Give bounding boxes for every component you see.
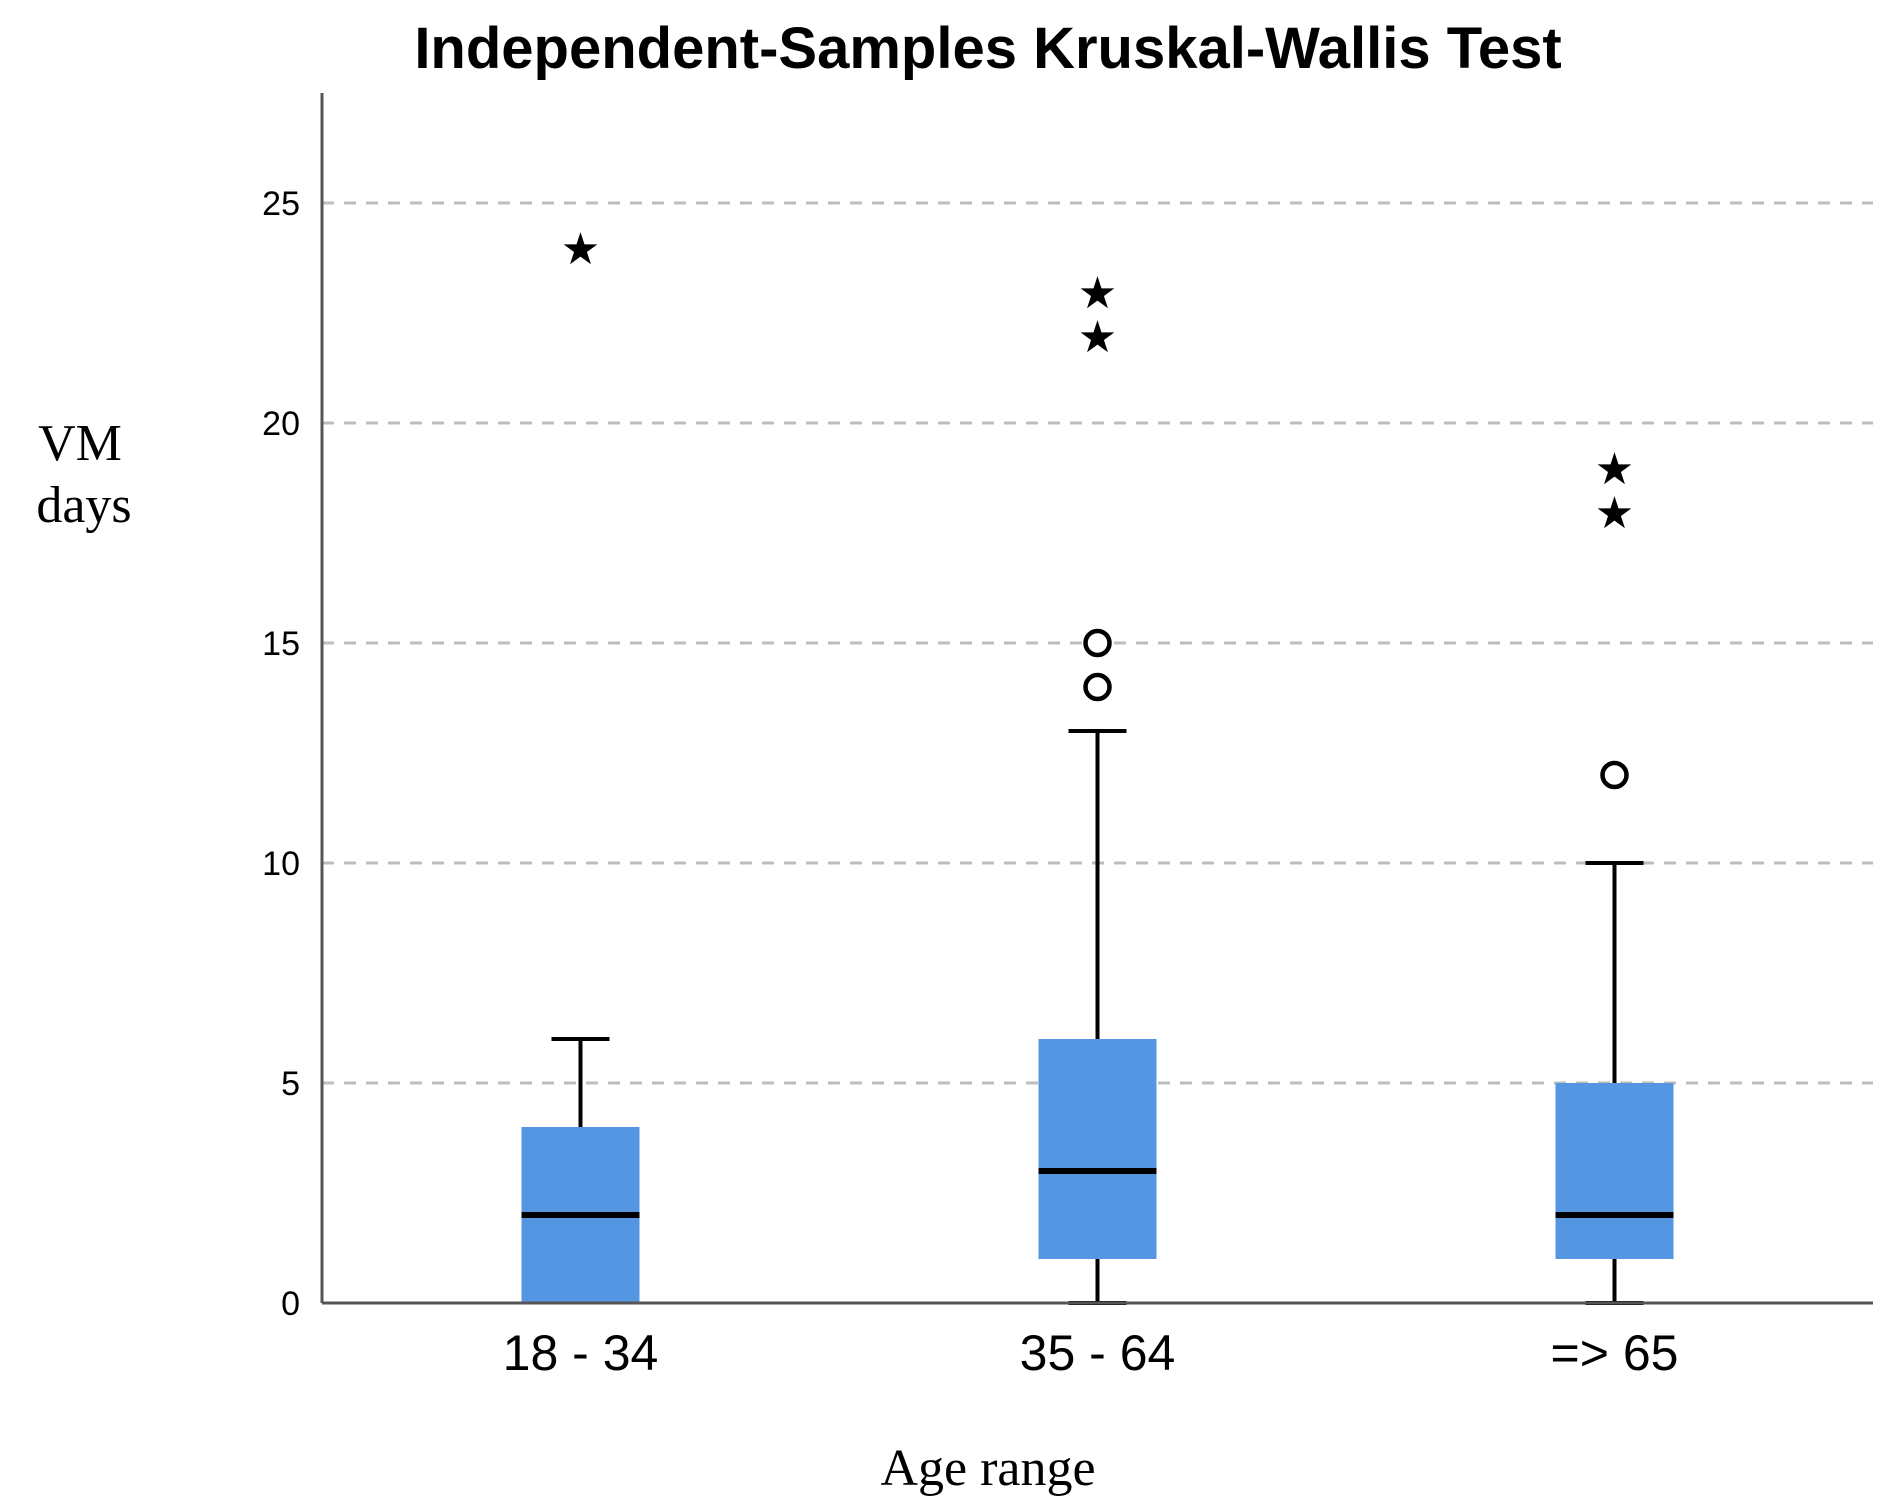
x-tick-label-1: 35 - 64: [1020, 1325, 1176, 1381]
extreme-point: ★: [1595, 444, 1634, 495]
boxes: ★★★★★: [521, 224, 1674, 1305]
x-axis-title: Age range: [880, 1440, 1095, 1497]
y-tick-label-5: 5: [281, 1065, 300, 1103]
y-axis-title-line-2: days: [36, 477, 131, 534]
axes: [320, 93, 1873, 1305]
y-tick-label-25: 25: [262, 185, 300, 223]
y-axis-ticks: 0 5 10 15 20 25: [262, 185, 300, 1323]
box-group-2: ★★: [1555, 444, 1674, 1305]
iqr-box: [1555, 1083, 1674, 1259]
y-tick-label-15: 15: [262, 625, 300, 663]
chart-title: Independent-Samples Kruskal-Wallis Test: [414, 16, 1561, 81]
outlier-point: [1083, 672, 1112, 702]
y-axis-title-line-1: VM: [38, 415, 122, 472]
box-group-0: ★: [521, 224, 640, 1303]
iqr-box: [1038, 1039, 1157, 1259]
extreme-point: ★: [561, 224, 600, 275]
extreme-point: ★: [1078, 268, 1117, 319]
x-tick-label-2: => 65: [1551, 1325, 1679, 1381]
extreme-point: ★: [1595, 488, 1634, 539]
y-tick-label-0: 0: [281, 1285, 300, 1323]
outlier-point: [1600, 760, 1629, 790]
outlier-point: [1083, 628, 1112, 658]
y-tick-label-20: 20: [262, 405, 300, 443]
x-tick-label-0: 18 - 34: [503, 1325, 659, 1381]
y-axis-title: VM days: [36, 415, 131, 534]
extreme-point: ★: [1078, 312, 1117, 363]
y-tick-label-10: 10: [262, 845, 300, 883]
x-axis-ticks: 18 - 34 35 - 64 => 65: [503, 1325, 1679, 1381]
